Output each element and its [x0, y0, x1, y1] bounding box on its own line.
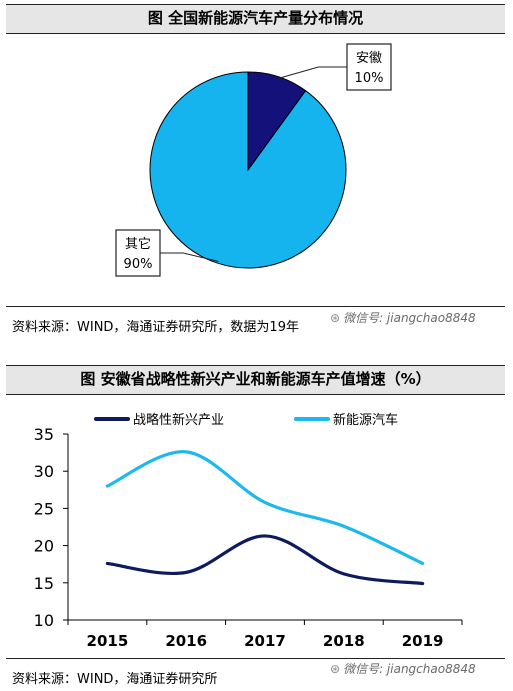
- watermark-top: ⊛ 微信号: jiangchao8848: [330, 309, 476, 326]
- wechat-icon: ⊛: [330, 311, 341, 325]
- line-source-divider: [6, 658, 505, 659]
- pie-leader-line-0: [277, 66, 347, 80]
- pie-chart-title: 图 全国新能源汽车产量分布情况: [6, 4, 505, 34]
- watermark-text: 微信号: jiangchao8848: [343, 662, 476, 676]
- wechat-icon: ⊛: [330, 662, 341, 676]
- pie-slice-1: [149, 71, 347, 269]
- watermark-text: 微信号: jiangchao8848: [343, 311, 476, 325]
- pie-label-name-1: 其它: [125, 236, 151, 252]
- pie-source-divider: [6, 306, 505, 307]
- pie-label-value-1: 90%: [124, 257, 153, 272]
- pie-leader-line-1: [160, 252, 219, 262]
- pie-label-box-0: [346, 43, 392, 91]
- watermark-bottom: ⊛ 微信号: jiangchao8848: [330, 660, 476, 677]
- pie-source-note: 资料来源：WIND，海通证券研究所，数据为19年: [12, 320, 299, 335]
- line-chart-title: 图 安徽省战略性新兴产业和新能源车产值增速（%）: [6, 365, 505, 395]
- pie-label-value-0: 10%: [355, 71, 384, 86]
- line-source-note: 资料来源：WIND，海通证券研究所: [12, 672, 218, 687]
- pie-label-box-1: [115, 229, 161, 277]
- pie-label-name-0: 安徽: [356, 51, 382, 66]
